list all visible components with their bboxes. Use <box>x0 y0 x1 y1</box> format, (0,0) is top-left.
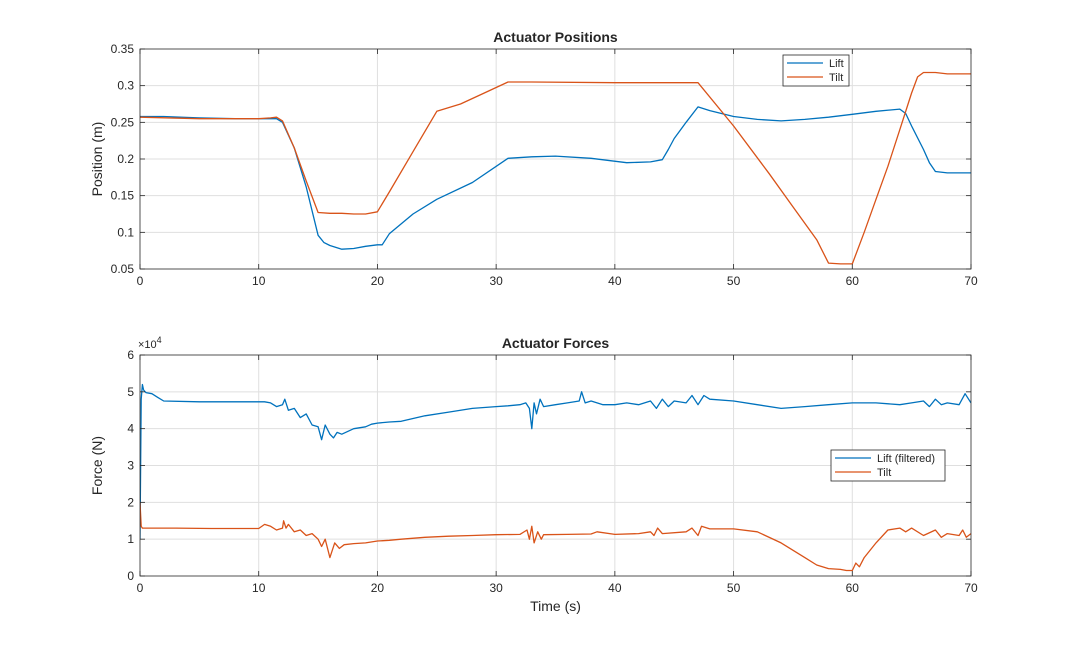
legend-box <box>830 449 946 482</box>
y-tick-label: 1 <box>127 532 134 546</box>
y-tick-label: 0.25 <box>111 115 135 129</box>
x-tick-label: 30 <box>489 581 503 595</box>
chart-title: Actuator Positions <box>493 29 618 45</box>
legend-label: Lift (filtered) <box>877 453 935 465</box>
y-tick-label: 5 <box>127 385 134 399</box>
legend-label: Lift <box>829 58 844 70</box>
x-tick-label: 60 <box>846 274 860 288</box>
x-tick-label: 30 <box>489 274 503 288</box>
chart-title: Actuator Forces <box>502 335 610 351</box>
x-tick-label: 10 <box>252 274 266 288</box>
series-line-tilt <box>140 71 971 265</box>
y-axis-label: Force (N) <box>89 436 105 495</box>
series-group <box>140 71 971 265</box>
y-tick-label: 0.15 <box>111 189 135 203</box>
series-line-tilt <box>140 502 971 572</box>
y-tick-label: 4 <box>127 422 134 436</box>
x-tick-label: 10 <box>252 581 266 595</box>
y-tick-label: 0.05 <box>111 262 135 276</box>
y-exponent-label: ×104 <box>138 335 162 351</box>
y-tick-label: 0 <box>127 569 134 583</box>
x-tick-label: 60 <box>846 581 860 595</box>
x-tick-label: 20 <box>371 274 385 288</box>
series-line-lift-filtered <box>140 383 971 540</box>
x-tick-label: 20 <box>371 581 385 595</box>
y-tick-label: 0.35 <box>111 42 135 56</box>
y-tick-label: 3 <box>127 459 134 473</box>
x-tick-label: 40 <box>608 581 622 595</box>
y-tick-label: 0.1 <box>117 225 134 239</box>
x-tick-label: 50 <box>727 274 741 288</box>
legend: Lift (filtered) Tilt <box>830 449 946 482</box>
legend-box <box>782 54 850 87</box>
y-tick-label: 0.3 <box>117 79 134 93</box>
series-group <box>140 383 971 572</box>
y-axis-label: Position (m) <box>89 122 105 197</box>
x-tick-label: 70 <box>964 274 978 288</box>
legend: Lift Tilt <box>782 54 850 87</box>
legend-label: Tilt <box>829 72 843 84</box>
y-exponent-power: 4 <box>157 335 162 345</box>
x-axis-label: Time (s) <box>530 598 581 614</box>
x-tick-label: 0 <box>137 274 144 288</box>
legend-label: Tilt <box>877 467 891 479</box>
y-tick-label: 6 <box>127 348 134 362</box>
chart-1: 0 10 20 30 40 50 60 70 0.05 0.1 0.15 0.2 0.25 0.3 0.35… <box>89 29 978 288</box>
x-tick-label: 70 <box>964 581 978 595</box>
x-tick-label: 40 <box>608 274 622 288</box>
y-exponent-base: ×10 <box>138 339 157 351</box>
y-tick-label: 0.2 <box>117 152 134 166</box>
x-tick-label: 50 <box>727 581 741 595</box>
y-tick-label: 2 <box>127 495 134 509</box>
x-tick-label: 0 <box>137 581 144 595</box>
